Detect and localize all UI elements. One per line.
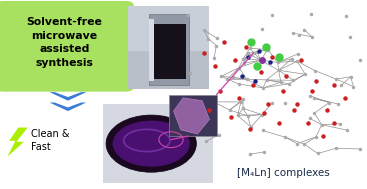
Polygon shape [7, 128, 28, 157]
FancyBboxPatch shape [149, 19, 154, 81]
Text: Clean &
Fast: Clean & Fast [31, 129, 70, 152]
Polygon shape [50, 92, 86, 101]
FancyBboxPatch shape [152, 24, 186, 79]
FancyBboxPatch shape [169, 94, 217, 136]
Text: Solvent-free
microwave
assisted
synthesis: Solvent-free microwave assisted synthesi… [26, 17, 102, 68]
Ellipse shape [106, 115, 196, 172]
FancyBboxPatch shape [103, 104, 213, 183]
FancyBboxPatch shape [128, 6, 209, 51]
FancyBboxPatch shape [0, 1, 134, 92]
FancyBboxPatch shape [149, 14, 189, 85]
FancyBboxPatch shape [128, 6, 209, 89]
Polygon shape [174, 98, 209, 134]
Ellipse shape [113, 121, 190, 167]
Text: [M₄Ln] complexes: [M₄Ln] complexes [237, 168, 330, 178]
Polygon shape [50, 103, 86, 111]
